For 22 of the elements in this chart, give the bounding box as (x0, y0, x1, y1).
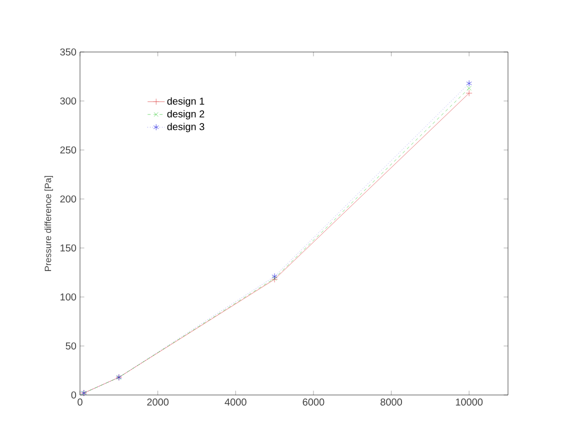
y-tick-label: 350 (60, 48, 76, 56)
point (466, 80, 472, 87)
legend-label: design 3 (167, 122, 204, 132)
legend-label: design 1 (167, 97, 204, 107)
y-tick-label: 0 (71, 391, 76, 399)
x-tick-label: 6000 (302, 398, 324, 406)
y-tick-label: 250 (60, 146, 76, 154)
x-tick-label: 4000 (224, 398, 246, 406)
x-tick-label: 8000 (380, 398, 402, 406)
point (466, 86, 472, 91)
point (272, 273, 278, 280)
y-tick-label: 150 (60, 244, 76, 252)
y-axis-title: Pressure difference [Pa] (44, 176, 53, 271)
y-tick-label: 300 (60, 97, 76, 105)
point (466, 90, 472, 96)
y-tick-label: 50 (66, 342, 76, 350)
x-tick-label: 10000 (456, 398, 483, 406)
x-tick-label: 2000 (147, 398, 169, 406)
legend-label: design 2 (167, 110, 204, 120)
y-tick-label: 200 (60, 195, 76, 203)
x-tick-label: 0 (78, 398, 82, 406)
y-tick-label: 100 (60, 293, 76, 301)
